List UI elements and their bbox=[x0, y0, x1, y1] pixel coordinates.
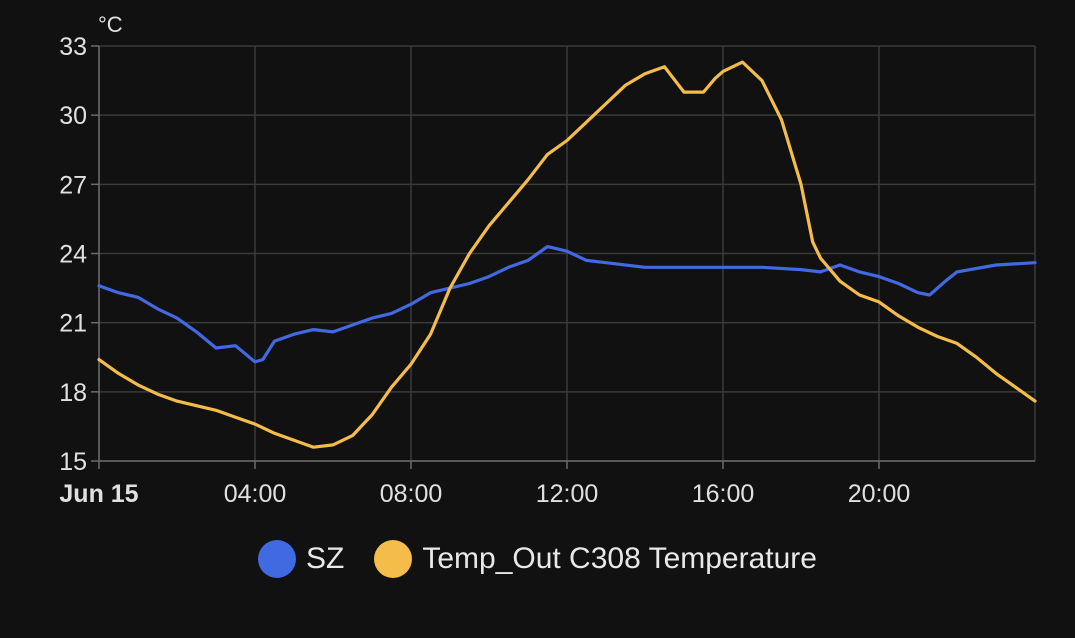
y-tick-label: 24 bbox=[59, 241, 87, 269]
legend-label-sz: SZ bbox=[305, 542, 345, 575]
legend-label-temp-out: Temp_Out C308 Temperature bbox=[422, 542, 817, 575]
series-line-temp-out[interactable] bbox=[97, 60, 1037, 449]
y-tick-label: 33 bbox=[59, 33, 87, 61]
y-tick-label: 18 bbox=[59, 379, 87, 407]
x-tick-label: 04:00 bbox=[224, 480, 287, 508]
x-tick-label: 12:00 bbox=[536, 480, 599, 508]
line-chart: °C 15 18 21 24 27 30 33 Jun 15 04:00 08:00 12:00 1… bbox=[59, 12, 1037, 508]
x-axis: Jun 15 04:00 08:00 12:00 16:00 20:00 bbox=[59, 460, 1035, 508]
y-tick-label: 15 bbox=[59, 448, 87, 476]
x-tick-label: Jun 15 bbox=[59, 480, 138, 508]
legend-item-temp-out[interactable]: Temp_Out C308 Temperature bbox=[374, 540, 817, 578]
x-tick-label: 20:00 bbox=[848, 480, 911, 508]
legend-marker-temp-out bbox=[374, 540, 413, 578]
y-axis: °C 15 18 21 24 27 30 33 bbox=[59, 12, 123, 476]
x-tick-label: 16:00 bbox=[692, 480, 755, 508]
legend-item-sz[interactable]: SZ bbox=[257, 540, 345, 578]
x-tick-label: 08:00 bbox=[380, 480, 443, 508]
y-axis-unit: °C bbox=[98, 12, 123, 37]
legend: SZ Temp_Out C308 Temperature bbox=[0, 540, 1075, 578]
grid-lines bbox=[98, 45, 1036, 462]
y-tick-label: 21 bbox=[59, 310, 87, 338]
y-tick-label: 30 bbox=[59, 102, 87, 130]
series-line-sz[interactable] bbox=[97, 245, 1037, 364]
series-lines bbox=[97, 60, 1037, 449]
legend-marker-sz bbox=[257, 540, 296, 578]
y-tick-label: 27 bbox=[59, 171, 87, 199]
